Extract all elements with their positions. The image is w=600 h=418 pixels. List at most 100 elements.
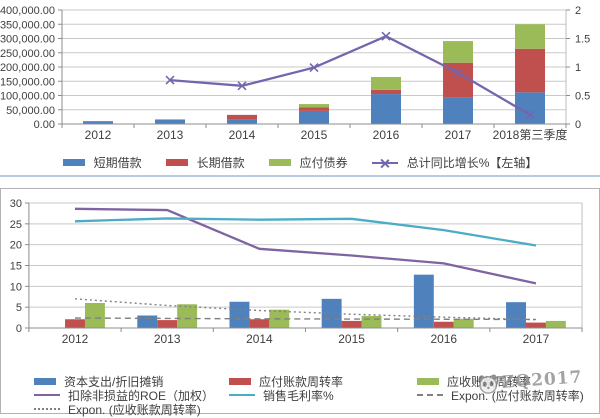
x-axis-label: 2014 xyxy=(246,332,273,346)
stacked-bar-segment xyxy=(299,104,329,108)
grouped-bar xyxy=(413,274,434,328)
bottom-legend-column-1: 资本支出/折旧摊销 扣除非损益的ROE（加权） Expon. (应收账款周转率) xyxy=(34,374,215,417)
y-axis-label: 300,000.00 xyxy=(0,34,55,46)
gross-margin-line-swatch xyxy=(229,394,255,396)
growth-line-swatch xyxy=(371,161,398,164)
x-axis-label: 2016 xyxy=(373,128,400,142)
y-axis-label: 25 xyxy=(10,219,22,231)
stacked-bar-segment xyxy=(371,89,401,95)
short-term-loans-swatch xyxy=(62,159,85,166)
right-y-axis-label: 0.5 xyxy=(575,91,590,103)
x-axis-label: 2016 xyxy=(430,332,457,346)
x-axis-label: 2015 xyxy=(338,332,365,346)
x-marker xyxy=(453,68,463,78)
y-axis-label: 50,000.00 xyxy=(6,105,55,117)
right-y-axis-label: 1.5 xyxy=(575,34,590,46)
y-axis-label: 400,000.00 xyxy=(0,5,55,17)
x-axis-label: 2013 xyxy=(154,332,181,346)
legend-label: 长期借款 xyxy=(196,156,245,170)
receivable-turnover-swatch xyxy=(417,377,439,385)
x-axis-label: 2014 xyxy=(229,128,256,142)
stacked-bar-segment xyxy=(371,76,401,90)
grouped-bar xyxy=(177,304,198,328)
x-axis-label: 2018第三季度 xyxy=(493,127,568,142)
watermark: ZQ2017 xyxy=(476,367,583,394)
right-y-axis-label: 1 xyxy=(575,62,581,74)
stacked-bar-segment xyxy=(371,94,401,124)
grouped-bar xyxy=(249,319,270,328)
legend-item-total-yoy-growth: 总计同比增长%【左轴】 xyxy=(371,154,538,171)
grouped-bar xyxy=(545,320,566,328)
panda-face-icon xyxy=(478,374,498,394)
grouped-bar xyxy=(341,320,362,328)
grouped-bar xyxy=(361,315,382,328)
stacked-bar-segment xyxy=(299,107,329,111)
right-y-axis-label: 2 xyxy=(575,5,581,17)
legend-item-long-term-loans: 长期借款 xyxy=(165,154,245,171)
legend-item-expon-receivable: Expon. (应收账款周转率) xyxy=(34,402,214,417)
y-axis-label: 10 xyxy=(10,281,22,293)
legend-label: 应付债券 xyxy=(299,156,348,170)
y-axis-label: 15 xyxy=(10,260,22,272)
expon-payable-swatch xyxy=(417,394,443,396)
stacked-bar-segment xyxy=(515,24,545,49)
legend-item-bonds-payable: 应付债券 xyxy=(268,154,348,171)
legend-label: Expon. (应收账款周转率) xyxy=(68,402,201,417)
x-marker xyxy=(525,110,535,120)
legend-item-roe: 扣除非损益的ROE（加权） xyxy=(34,388,215,403)
legend-label: 短期借款 xyxy=(93,156,142,170)
top-chart-canvas: 0.00 50,000.00 100,000.00 150,000.00 200,000… xyxy=(0,5,590,142)
x-axis-label: 2012 xyxy=(62,332,89,346)
y-axis-label: 150,000.00 xyxy=(0,76,55,88)
grouped-bar xyxy=(84,303,105,328)
stacked-bar-segment xyxy=(227,114,257,120)
x-axis-label: 2012 xyxy=(85,128,112,142)
grouped-bar xyxy=(321,298,342,328)
y-axis-label: 350,000.00 xyxy=(0,19,55,31)
y-axis-label: 20 xyxy=(10,240,22,252)
grouped-bar xyxy=(525,322,546,328)
stacked-bar-segment xyxy=(443,41,473,63)
x-marker xyxy=(381,31,391,41)
legend-label: 资本支出/折旧摊销 xyxy=(64,374,164,389)
y-axis-label: 250,000.00 xyxy=(0,48,55,60)
y-axis-label: 5 xyxy=(16,302,22,314)
x-axis-label: 2015 xyxy=(301,128,328,142)
grouped-bar xyxy=(137,315,158,328)
legend-label: 总计同比增长%【左轴】 xyxy=(406,156,538,170)
growth-line xyxy=(169,34,531,116)
top-chart-panel: 0.00 50,000.00 100,000.00 150,000.00 200,000… xyxy=(0,0,600,177)
long-term-loans-swatch xyxy=(165,159,188,166)
bottom-legend-column-2: 应付账款周转率 销售毛利率% xyxy=(229,374,343,403)
y-axis-label: 0.00 xyxy=(34,119,55,131)
capex-swatch xyxy=(34,377,56,385)
legend-item-short-term-loans: 短期借款 xyxy=(62,154,142,171)
grouped-bar xyxy=(229,301,250,328)
grouped-bar xyxy=(65,319,85,328)
trend-line xyxy=(74,298,536,321)
y-axis-label: 0 xyxy=(16,323,22,335)
metric-line xyxy=(74,217,537,247)
legend-label: 扣除非损益的ROE（加权） xyxy=(68,388,215,403)
legend-label: 销售毛利率% xyxy=(263,388,334,403)
stacked-bar-segment xyxy=(83,121,113,124)
payable-turnover-swatch xyxy=(229,377,251,385)
grouped-bar xyxy=(157,320,178,328)
bonds-payable-swatch xyxy=(268,159,291,166)
expon-receivable-swatch xyxy=(34,408,60,410)
grouped-bar xyxy=(453,318,474,328)
y-axis-label: 30 xyxy=(10,198,22,210)
x-marker xyxy=(237,81,247,91)
stacked-bar-segment xyxy=(299,110,329,124)
metric-line xyxy=(74,207,537,285)
legend-item-gross-margin: 销售毛利率% xyxy=(229,388,343,403)
x-marker xyxy=(165,75,175,85)
x-marker xyxy=(309,63,319,73)
bottom-chart-panel: 0 5 10 15 20 25 30 2012 2013 2014 2015 2016 2017 资本支… xyxy=(0,188,600,417)
trend-line xyxy=(74,317,536,321)
grouped-bar xyxy=(433,321,454,328)
stacked-bar-segment xyxy=(155,119,185,124)
x-axis-label: 2013 xyxy=(157,128,184,142)
legend-item-capex-over-da: 资本支出/折旧摊销 xyxy=(34,374,214,389)
roe-line-swatch xyxy=(34,394,60,396)
